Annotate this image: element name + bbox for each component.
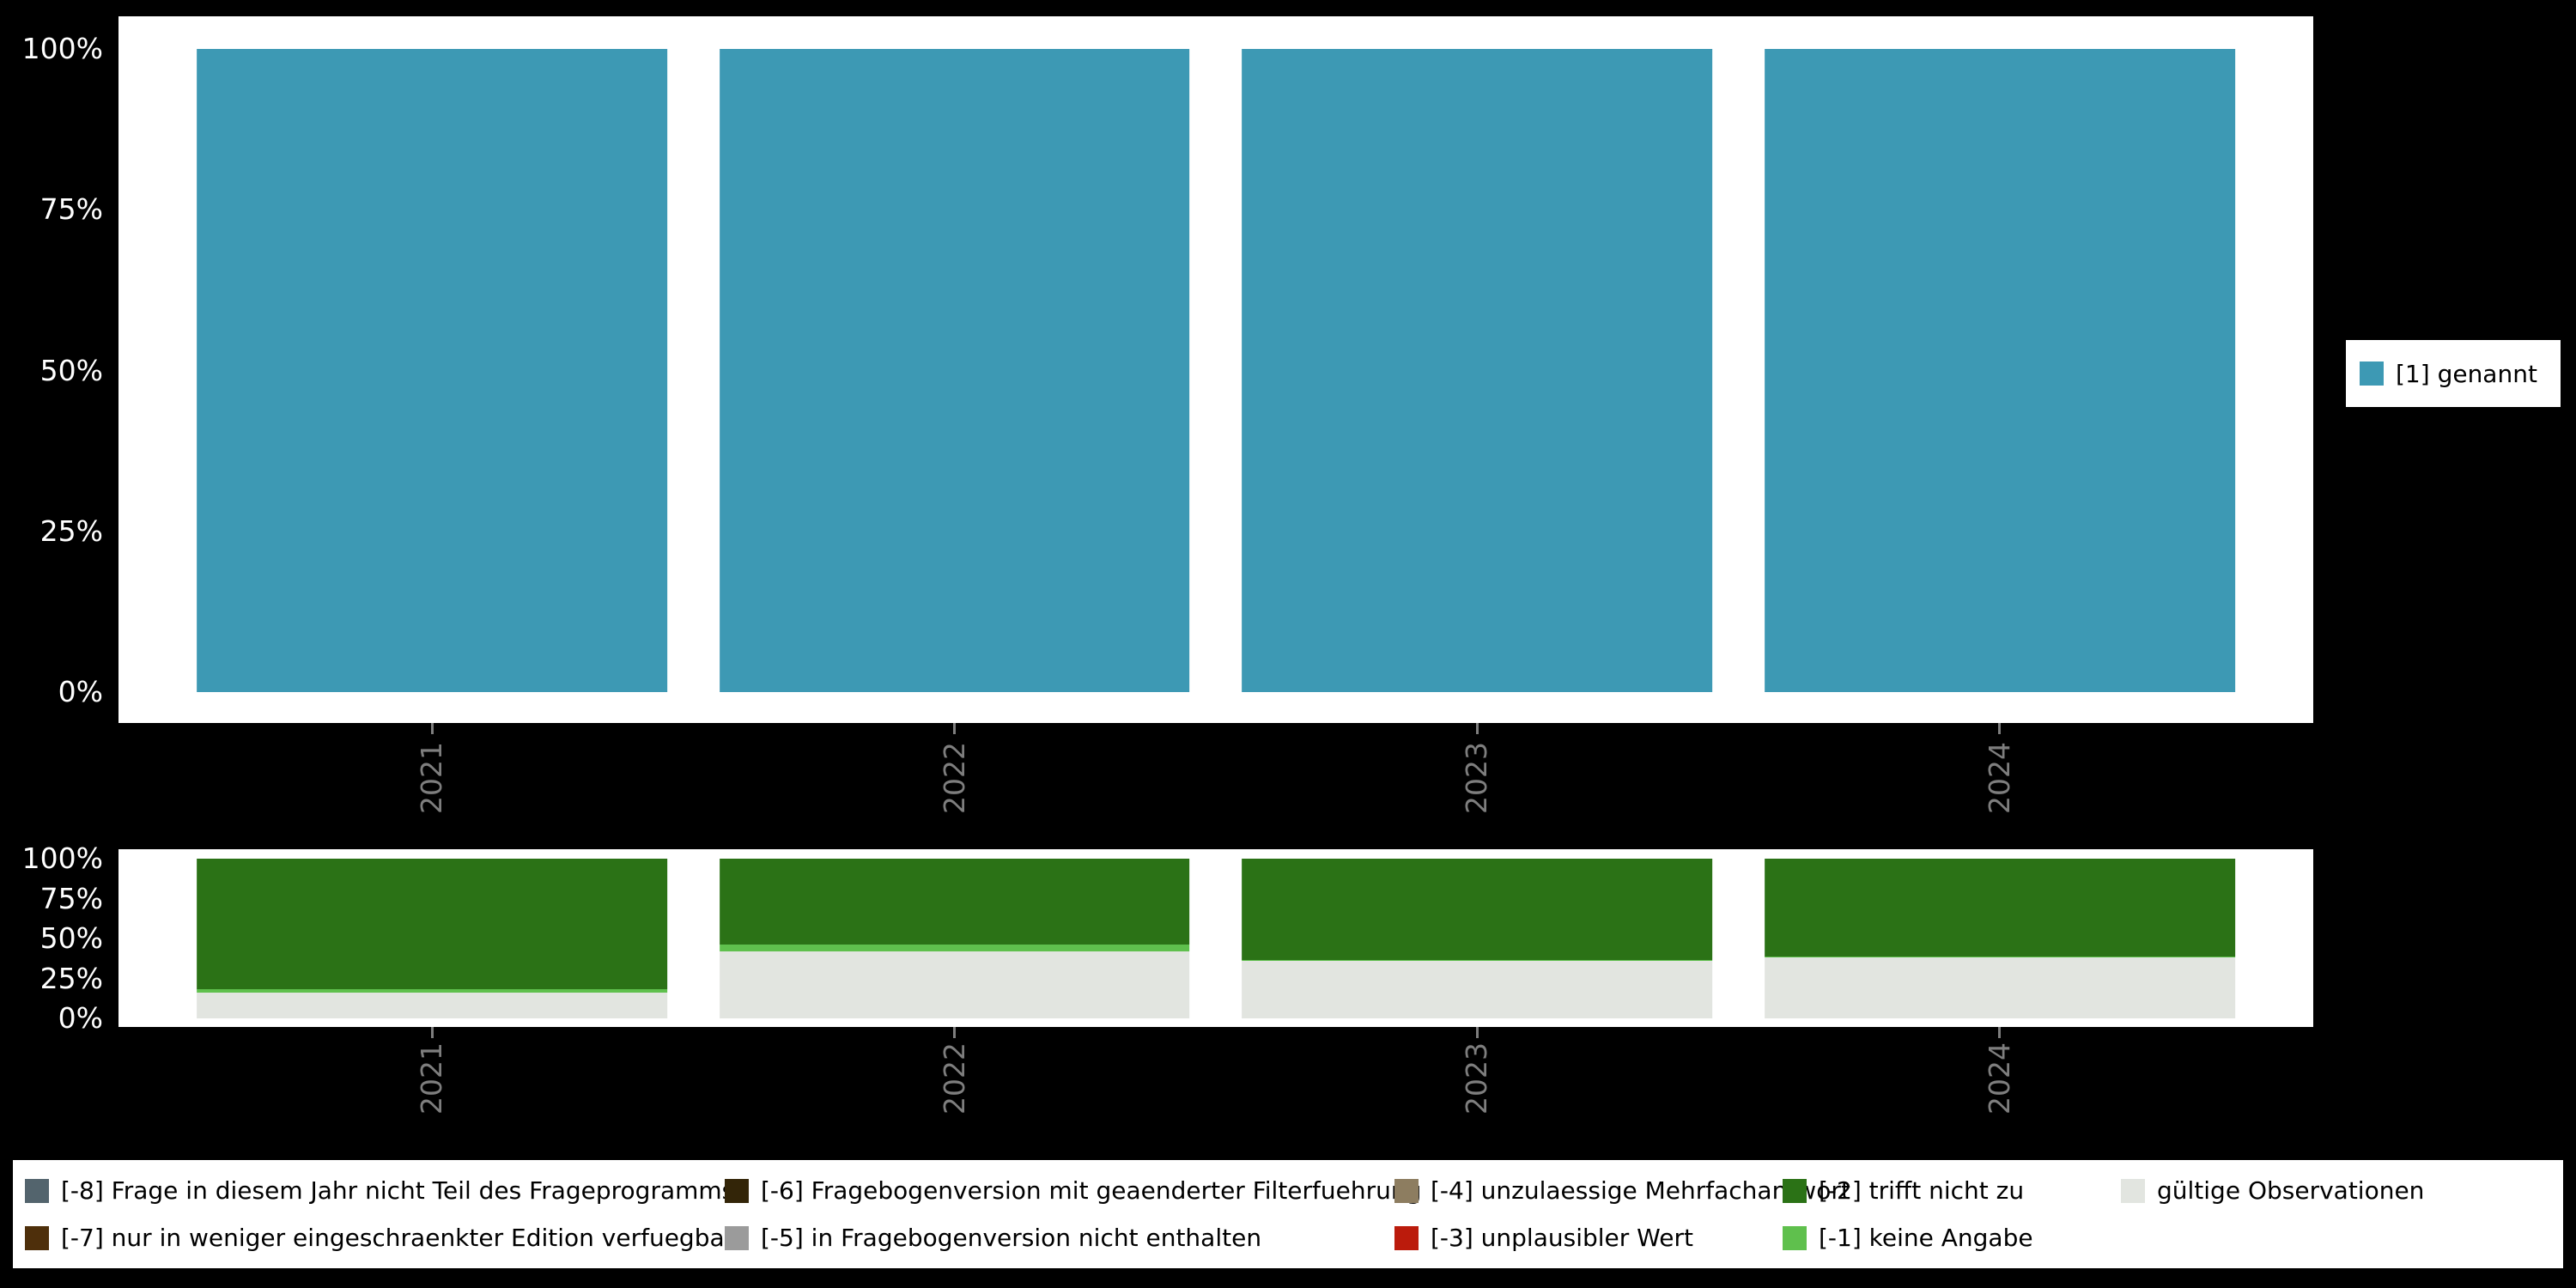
bar-2024 — [1764, 49, 2235, 692]
y-axis-tick-label: 50% — [39, 353, 103, 387]
bar-segment — [197, 993, 667, 1018]
bar-segment — [719, 945, 1190, 951]
x-axis-tick-mark — [1998, 723, 2002, 734]
bar-segment — [719, 859, 1190, 945]
bottom-chart-panel — [118, 849, 2313, 1027]
x-axis-tick-mark — [430, 723, 434, 734]
bar-2023 — [1242, 859, 1713, 1018]
legend-swatch — [2121, 1178, 2145, 1203]
x-axis-tick-mark — [1475, 1027, 1479, 1038]
bar-2022 — [719, 49, 1190, 692]
bottom-chart-plot-area — [118, 859, 2313, 1018]
y-axis-tick-label: 75% — [39, 881, 103, 915]
legend-item: [-3] unplausibler Wert — [1394, 1224, 1783, 1252]
top-chart-legend: [1] genannt — [2346, 340, 2561, 407]
top-chart-panel — [118, 16, 2313, 723]
bar-segment — [719, 951, 1190, 1018]
bar-segment — [197, 859, 667, 989]
legend-label: [-2] trifft nicht zu — [1819, 1176, 2025, 1205]
legend-item: [-7] nur in weniger eingeschraenkter Edi… — [25, 1224, 734, 1252]
legend-label: [-4] unzulaessige Mehrfachantwort — [1431, 1176, 1850, 1205]
x-axis-tick-label: 2023 — [1460, 1042, 1494, 1115]
bar-segment — [1242, 961, 1713, 1018]
y-axis-tick-label: 25% — [39, 513, 103, 548]
legend-label: [-5] in Fragebogenversion nicht enthalte… — [761, 1224, 1262, 1252]
bar-segment — [197, 49, 667, 692]
x-axis-tick-mark — [953, 723, 957, 734]
legend-swatch — [1783, 1225, 1807, 1250]
legend-item: [-6] Fragebogenversion mit geaenderter F… — [725, 1176, 1421, 1205]
legend-label: [-7] nur in weniger eingeschraenkter Edi… — [61, 1224, 735, 1252]
bar-segment — [1242, 859, 1713, 960]
legend-item: [-2] trifft nicht zu — [1783, 1176, 2121, 1205]
legend-swatch — [2360, 361, 2384, 386]
legend-swatch — [1783, 1178, 1807, 1203]
y-axis-tick-label: 100% — [21, 841, 103, 875]
legend-item: [-4] unzulaessige Mehrfachantwort — [1394, 1176, 1850, 1205]
y-axis-tick-label: 50% — [39, 921, 103, 955]
legend-swatch — [725, 1178, 749, 1203]
x-axis-tick-mark — [430, 1027, 434, 1038]
x-axis-tick-mark — [1998, 1027, 2002, 1038]
y-axis-tick-label: 100% — [21, 32, 103, 65]
bottom-chart-legend: [-8] Frage in diesem Jahr nicht Teil des… — [13, 1160, 2563, 1268]
legend-label: [-8] Frage in diesem Jahr nicht Teil des… — [61, 1176, 735, 1205]
x-axis-tick-label: 2021 — [415, 742, 449, 814]
top-chart-plot-area — [118, 49, 2313, 692]
legend-item: [-1] keine Angabe — [1783, 1224, 2121, 1252]
legend-swatch — [25, 1225, 49, 1250]
legend-label: [1] genannt — [2396, 359, 2537, 388]
legend-swatch — [725, 1225, 749, 1250]
bar-2024 — [1764, 859, 2235, 1018]
y-axis-tick-label: 75% — [39, 192, 103, 227]
y-axis-tick-label: 0% — [58, 1001, 103, 1035]
legend-label: [-6] Fragebogenversion mit geaenderter F… — [761, 1176, 1422, 1205]
bar-segment — [1764, 957, 2235, 1018]
legend-item: [-8] Frage in diesem Jahr nicht Teil des… — [25, 1176, 734, 1205]
legend-swatch — [25, 1178, 49, 1203]
x-axis-tick-label: 2021 — [415, 1042, 449, 1115]
legend-item: [1] genannt — [2360, 360, 2537, 388]
legend-label: [-1] keine Angabe — [1819, 1224, 2033, 1252]
x-axis-tick-label: 2024 — [1982, 742, 2016, 814]
legend-label: gültige Observationen — [2157, 1176, 2425, 1205]
bar-segment — [719, 49, 1190, 692]
legend-item: [-5] in Fragebogenversion nicht enthalte… — [725, 1224, 1394, 1252]
bar-2022 — [719, 859, 1190, 1018]
legend-swatch — [1394, 1225, 1419, 1250]
y-axis-tick-label: 25% — [39, 961, 103, 995]
x-axis-tick-label: 2022 — [937, 742, 971, 814]
bar-segment — [1242, 959, 1713, 962]
legend-label: [-3] unplausibler Wert — [1431, 1224, 1693, 1252]
x-axis-tick-mark — [1475, 723, 1479, 734]
x-axis-tick-label: 2022 — [937, 1042, 971, 1115]
y-axis-tick-label: 0% — [58, 675, 103, 708]
x-axis-tick-mark — [953, 1027, 957, 1038]
bar-2021 — [197, 859, 667, 1018]
bar-segment — [197, 988, 667, 993]
x-axis-tick-label: 2024 — [1982, 1042, 2016, 1115]
bar-segment — [1242, 49, 1713, 692]
x-axis-tick-label: 2023 — [1460, 742, 1494, 814]
bar-segment — [1764, 49, 2235, 692]
bar-segment — [1764, 859, 2235, 957]
bar-2021 — [197, 49, 667, 692]
legend-item: gültige Observationen — [2121, 1176, 2563, 1205]
legend-swatch — [1394, 1178, 1419, 1203]
bar-2023 — [1242, 49, 1713, 692]
